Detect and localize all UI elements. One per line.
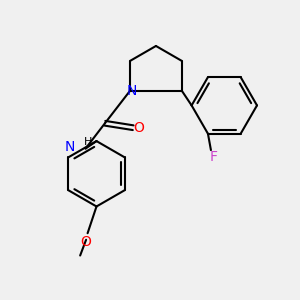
Text: N: N xyxy=(65,140,75,154)
Text: O: O xyxy=(81,235,92,249)
Text: N: N xyxy=(127,84,137,98)
Text: F: F xyxy=(209,150,217,164)
Text: H: H xyxy=(84,137,92,147)
Text: O: O xyxy=(133,121,144,135)
